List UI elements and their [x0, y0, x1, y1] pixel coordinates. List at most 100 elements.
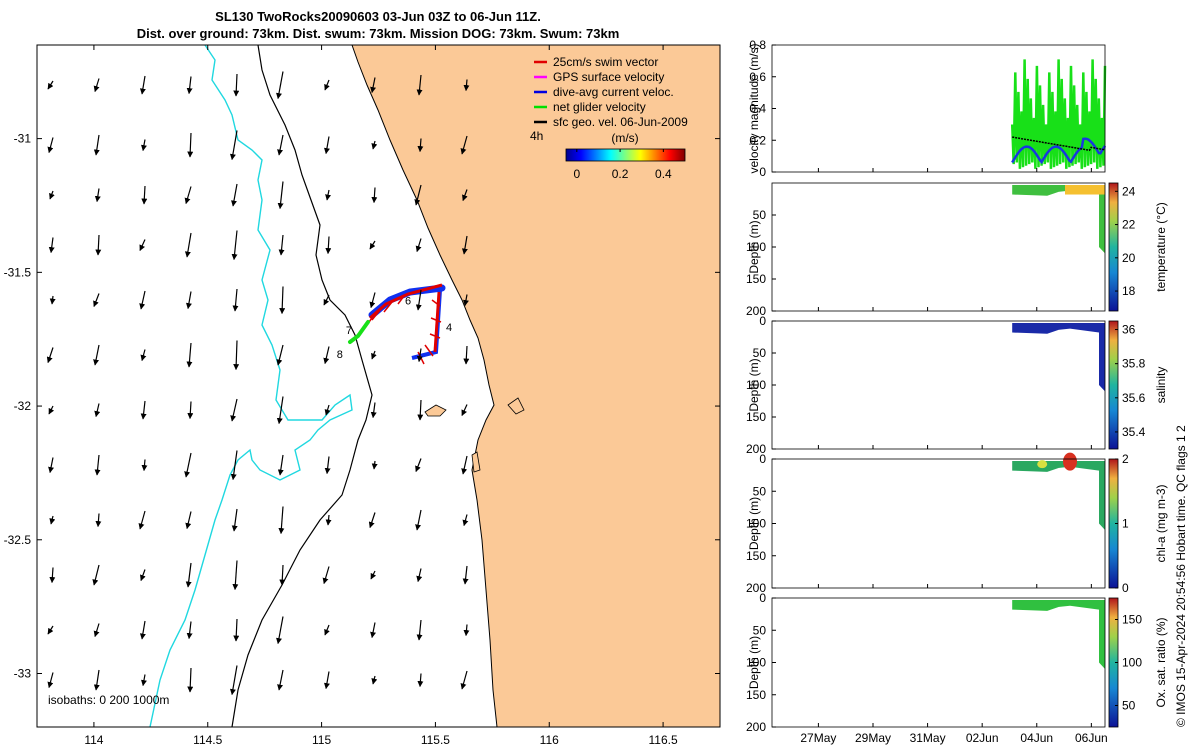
legend-entry: net glider velocity [553, 100, 646, 114]
y-tick-label: 200 [746, 304, 766, 318]
vector-arrow [233, 73, 240, 97]
vector-arrow [278, 234, 285, 256]
section-temperature [1012, 185, 1105, 254]
y-tick-label: 50 [753, 623, 767, 637]
colorbar-tick: 20 [1122, 251, 1136, 265]
y-tick-label: 0 [759, 165, 766, 179]
colorbar-tick: 100 [1122, 656, 1142, 670]
vector-arrow [93, 344, 100, 366]
vector-arrow [184, 186, 192, 205]
vector-arrow [322, 566, 330, 585]
vector-arrow [276, 616, 284, 645]
isobath-1000m [149, 45, 353, 727]
track-labels: 6 78 4 [337, 295, 452, 360]
vector-arrow [140, 349, 147, 362]
vector-arrow [371, 187, 378, 204]
vector-arrow [94, 403, 101, 418]
vector-arrow [461, 235, 468, 255]
vector-arrow [49, 295, 56, 305]
y-tick-label: 0 [759, 452, 766, 466]
vector-arrow [415, 289, 422, 311]
vector-arrow [230, 398, 238, 422]
panel-oxygen: 0 50 100 150 200 150 100 50 Ox. sat. ratio (%) De… [746, 591, 1168, 734]
map-y-tick-label: -33 [14, 667, 32, 681]
track-label: 4 [446, 322, 452, 334]
map-y-tick-label: -32 [14, 399, 32, 413]
dive-avg-current-line [1011, 137, 1107, 165]
sfc-geo-vectors [46, 71, 470, 696]
colorbar-tick: 35.4 [1122, 425, 1146, 439]
map-x-tick-label: 114.5 [193, 733, 222, 747]
vector-arrow [277, 181, 284, 210]
y-tick-label: 100 [746, 656, 766, 670]
y-tick-label: 50 [753, 484, 767, 498]
colorbar-tick: 50 [1122, 699, 1136, 713]
map-y-ticks: -31 -31.5 -32 -32.5 -33 [4, 132, 720, 681]
map-x-tick-label: 116.5 [649, 733, 678, 747]
vector-arrow [416, 619, 423, 641]
colorbar-label: Ox. sat. ratio (%) [1154, 617, 1168, 707]
sfc-geo-velocity-line [1012, 136, 1106, 152]
vector-arrow [324, 404, 331, 416]
speed-colorbar-tick: 0.4 [655, 167, 672, 181]
colorbar-label: temperature (°C) [1154, 202, 1168, 292]
vector-arrow [277, 134, 284, 156]
vector-arrow [416, 348, 423, 363]
map-x-tick-label: 115.5 [421, 733, 450, 747]
vector-arrow [462, 514, 469, 527]
vector-arrow [140, 569, 146, 582]
vector-arrow [92, 564, 100, 586]
time-tick-label: 31May [910, 731, 946, 745]
vector-arrow [323, 346, 330, 365]
vector-arrow [276, 396, 284, 425]
vector-arrow [48, 237, 55, 254]
timestep-label: 4h [530, 129, 543, 143]
colorbar-temperature [1108, 182, 1119, 312]
vector-arrow [414, 184, 422, 206]
vector-arrow [186, 342, 193, 368]
vector-arrow [460, 135, 468, 155]
y-tick-label: 100 [746, 240, 766, 254]
time-tick-label: 27May [800, 731, 836, 745]
vector-arrow [323, 136, 330, 155]
vector-arrow [48, 457, 55, 474]
vector-arrow [47, 80, 54, 90]
vector-arrow [233, 340, 240, 371]
track-label: 8 [337, 349, 343, 361]
chla-max [1063, 452, 1077, 471]
vector-arrow [325, 514, 332, 526]
map-panel: 114 114.5 115 115.5 116 116.5 -31 -31.5 -32 -32.… [4, 44, 721, 747]
figure-title: SL130 TwoRocks20090603 03-Jun 03Z to 06-… [215, 9, 541, 24]
vector-arrow [139, 239, 146, 252]
vector-arrow [49, 190, 55, 200]
y-tick-label: 0.8 [749, 38, 766, 52]
vector-arrow [232, 560, 239, 591]
vector-arrow [460, 670, 468, 690]
vector-arrow [370, 570, 377, 580]
colorbar-label: chl-a (mg m-3) [1154, 484, 1168, 562]
colorbar-salinity [1108, 320, 1119, 450]
y-tick-label: 150 [746, 688, 766, 702]
y-tick-label: 0.2 [749, 133, 766, 147]
map-x-tick-label: 114 [84, 733, 103, 747]
vector-arrow [279, 286, 286, 315]
map-y-tick-label: -31 [14, 132, 32, 146]
y-tick-label: 0.4 [749, 102, 766, 116]
vector-arrow [185, 511, 192, 530]
time-tick-label: 06Jun [1075, 731, 1108, 745]
vector-arrow [231, 183, 238, 207]
vector-arrow [323, 294, 330, 306]
isobath-label: isobaths: 0 200 1000m [48, 693, 169, 707]
y-tick-label: 0 [759, 591, 766, 605]
vector-arrow [368, 512, 376, 529]
vector-arrow [324, 624, 330, 636]
y-tick-label: 150 [746, 410, 766, 424]
vector-arrow [279, 564, 286, 586]
y-tick-label: 200 [746, 720, 766, 734]
vector-arrow [47, 137, 54, 154]
vector-arrow [463, 345, 470, 365]
colorbar-tick: 18 [1122, 284, 1136, 298]
track-label: 6 [405, 295, 411, 307]
